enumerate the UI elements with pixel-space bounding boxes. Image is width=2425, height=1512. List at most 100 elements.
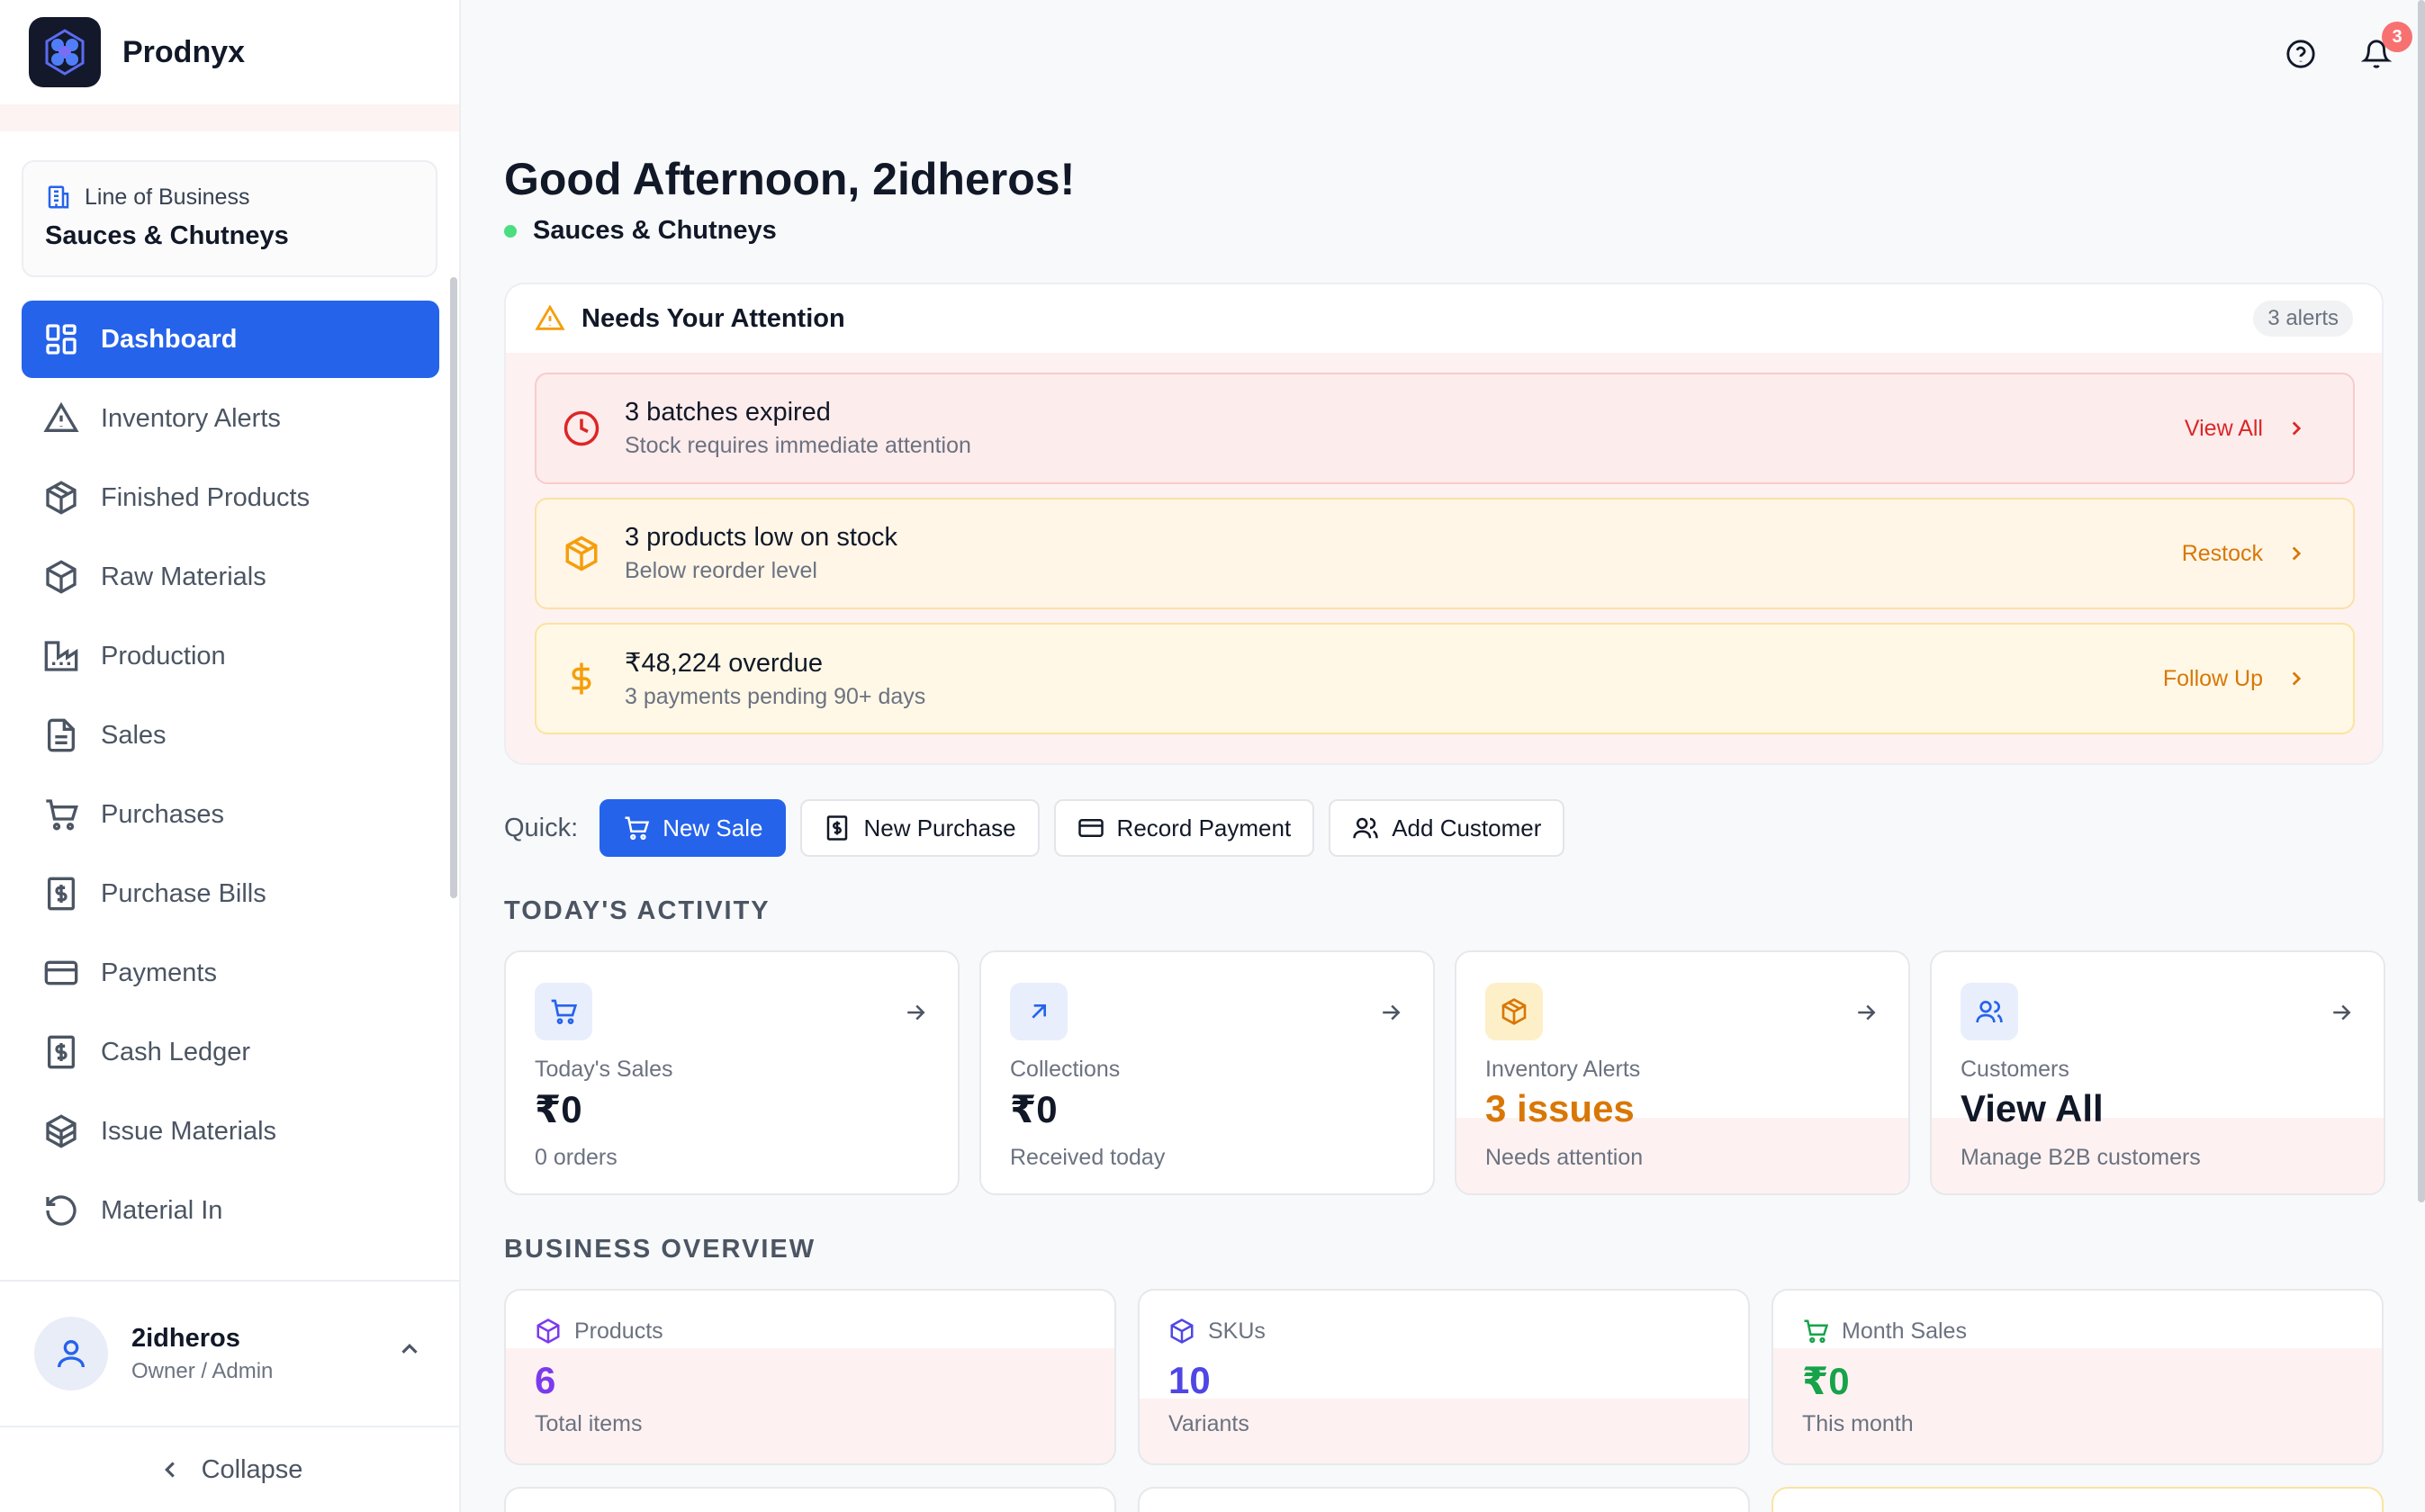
box-icon: [1170, 1318, 1194, 1344]
card-value: ₹0: [1802, 1360, 1850, 1402]
card-label: Today's Sales: [535, 1057, 673, 1082]
inventory-alerts-card[interactable]: Inventory Alerts 3 issues Needs attentio…: [1455, 950, 1910, 1195]
arrow-right-icon: [1383, 1004, 1401, 1021]
card-subtitle: Variants: [1168, 1411, 1249, 1436]
box-icon: [46, 481, 77, 515]
sidebar-item-purchase-bills[interactable]: Purchase Bills: [22, 855, 439, 932]
clock-icon: [560, 407, 603, 450]
bell-icon: [2361, 40, 2392, 68]
card-icon: [44, 960, 78, 986]
products-card[interactable]: Products 6 Total items: [504, 1289, 1116, 1465]
sidebar-scrollbar[interactable]: [450, 277, 457, 898]
alert-action-label: Follow Up: [2162, 665, 2263, 691]
sidebar-item-issue-materials[interactable]: Issue Materials: [22, 1093, 439, 1170]
notifications-button[interactable]: 3: [2358, 22, 2412, 72]
card-value: View All: [1961, 1087, 2104, 1130]
chevron-right-icon: [2292, 671, 2302, 686]
chevron-left-icon: [164, 1462, 175, 1478]
restock-link[interactable]: Restock: [2182, 541, 2308, 567]
sidebar-item-purchases[interactable]: Purchases: [22, 776, 439, 853]
card-label: Customers: [1961, 1057, 2069, 1082]
follow-up-link[interactable]: Follow Up: [2163, 666, 2308, 692]
card-subtitle: Manage B2B customers: [1961, 1145, 2201, 1170]
card-value: 3 issues: [1485, 1087, 1635, 1130]
customers-card[interactable]: Customers View All Manage B2B customers: [1930, 950, 2385, 1195]
collections-card[interactable]: Collections ₹0 Received today: [979, 950, 1435, 1195]
sidebar-nav: Dashboard Inventory Alerts Finished Prod…: [22, 301, 439, 1251]
view-all-link[interactable]: View All: [2185, 416, 2308, 442]
collapse-button[interactable]: Collapse: [0, 1426, 459, 1512]
receipt-icon: [48, 877, 75, 911]
sidebar-item-label: Raw Materials: [101, 562, 266, 591]
add-customer-button[interactable]: Add Customer: [1329, 799, 1565, 857]
sidebar-item-inventory-alerts[interactable]: Inventory Alerts: [22, 380, 439, 457]
quick-label: Quick:: [504, 813, 579, 842]
button-label: Add Customer: [1392, 814, 1542, 842]
chevron-up-icon[interactable]: [396, 1336, 423, 1363]
dollar-icon: [560, 657, 603, 700]
alert-title: 3 batches expired: [625, 398, 831, 427]
warning-icon: [535, 304, 565, 330]
button-label: New Sale: [663, 814, 763, 842]
sidebar-item-raw-materials[interactable]: Raw Materials: [22, 538, 439, 616]
users-icon: [1961, 983, 2018, 1040]
main-scrollbar[interactable]: [2418, 0, 2425, 1202]
sidebar-item-dashboard[interactable]: Dashboard: [22, 301, 439, 378]
brand[interactable]: Prodnyx: [0, 0, 459, 131]
skus-card[interactable]: SKUs 10 Variants: [1138, 1289, 1750, 1465]
arrow-right-icon: [907, 1004, 925, 1021]
attention-title: Needs Your Attention: [581, 303, 845, 333]
attention-panel: Needs Your Attention 3 alerts 3 batches …: [504, 283, 2384, 765]
sidebar-item-label: Cash Ledger: [101, 1037, 251, 1066]
cart-icon: [46, 799, 78, 831]
month-sales-card[interactable]: Month Sales ₹0 This month: [1771, 1289, 2384, 1465]
file-icon: [48, 718, 75, 752]
new-sale-button[interactable]: New Sale: [599, 799, 787, 857]
sidebar-item-label: Sales: [101, 720, 167, 750]
card-label: Month Sales: [1842, 1318, 1967, 1344]
card-subtitle: 0 orders: [535, 1145, 618, 1170]
arrow-right-icon: [1858, 1004, 1876, 1021]
user-role: Owner / Admin: [131, 1358, 274, 1383]
cart-icon: [625, 816, 650, 841]
help-button[interactable]: [2283, 36, 2319, 72]
sidebar-item-label: Purchase Bills: [101, 878, 266, 908]
record-payment-button[interactable]: Record Payment: [1053, 799, 1315, 857]
sidebar-item-label: Finished Products: [101, 482, 311, 512]
building-icon: [45, 184, 72, 211]
collapse-label: Collapse: [201, 1454, 303, 1484]
card-label: SKUs: [1208, 1318, 1266, 1344]
alert-action-label: Restock: [2181, 540, 2263, 566]
sidebar-item-finished-products[interactable]: Finished Products: [22, 459, 439, 536]
lob-label: Line of Business: [85, 184, 250, 210]
lob-value: Sauces & Chutneys: [45, 221, 289, 250]
line-of-business-selector[interactable]: Line of Business Sauces & Chutneys: [22, 160, 437, 277]
card-icon: [1077, 819, 1104, 837]
user-menu[interactable]: 2idheros Owner / Admin: [0, 1280, 459, 1426]
overview-card-partial: [504, 1487, 1116, 1512]
sidebar-item-production[interactable]: Production: [22, 617, 439, 695]
alert-subtitle: Stock requires immediate attention: [625, 433, 971, 458]
rotate-icon: [46, 1195, 77, 1226]
card-value: 10: [1168, 1359, 1211, 1401]
alert-title: ₹48,224 overdue: [625, 649, 824, 678]
box-icon: [1485, 983, 1543, 1040]
arrow-right-icon: [2333, 1004, 2351, 1021]
sidebar-item-material-in[interactable]: Material In: [22, 1172, 439, 1249]
sidebar-item-sales[interactable]: Sales: [22, 697, 439, 774]
new-purchase-button[interactable]: New Purchase: [800, 799, 1040, 857]
sidebar-item-payments[interactable]: Payments: [22, 934, 439, 1012]
card-value: ₹0: [535, 1088, 582, 1130]
alert-count-badge: 3 alerts: [2253, 301, 2353, 337]
chevron-right-icon: [2292, 546, 2302, 561]
sidebar-item-cash-ledger[interactable]: Cash Ledger: [22, 1013, 439, 1091]
chevron-right-icon: [2292, 421, 2302, 436]
alert-expired-batches[interactable]: 3 batches expired Stock requires immedia…: [535, 373, 2355, 484]
page-title: Good Afternoon, 2idheros!: [504, 154, 1076, 204]
alert-subtitle: Below reorder level: [625, 558, 817, 583]
card-value: ₹0: [1010, 1088, 1058, 1130]
box-icon: [536, 1318, 560, 1344]
todays-sales-card[interactable]: Today's Sales ₹0 0 orders: [504, 950, 960, 1195]
alert-low-stock[interactable]: 3 products low on stock Below reorder le…: [535, 498, 2355, 609]
alert-overdue-payments[interactable]: ₹48,224 overdue 3 payments pending 90+ d…: [535, 623, 2355, 734]
